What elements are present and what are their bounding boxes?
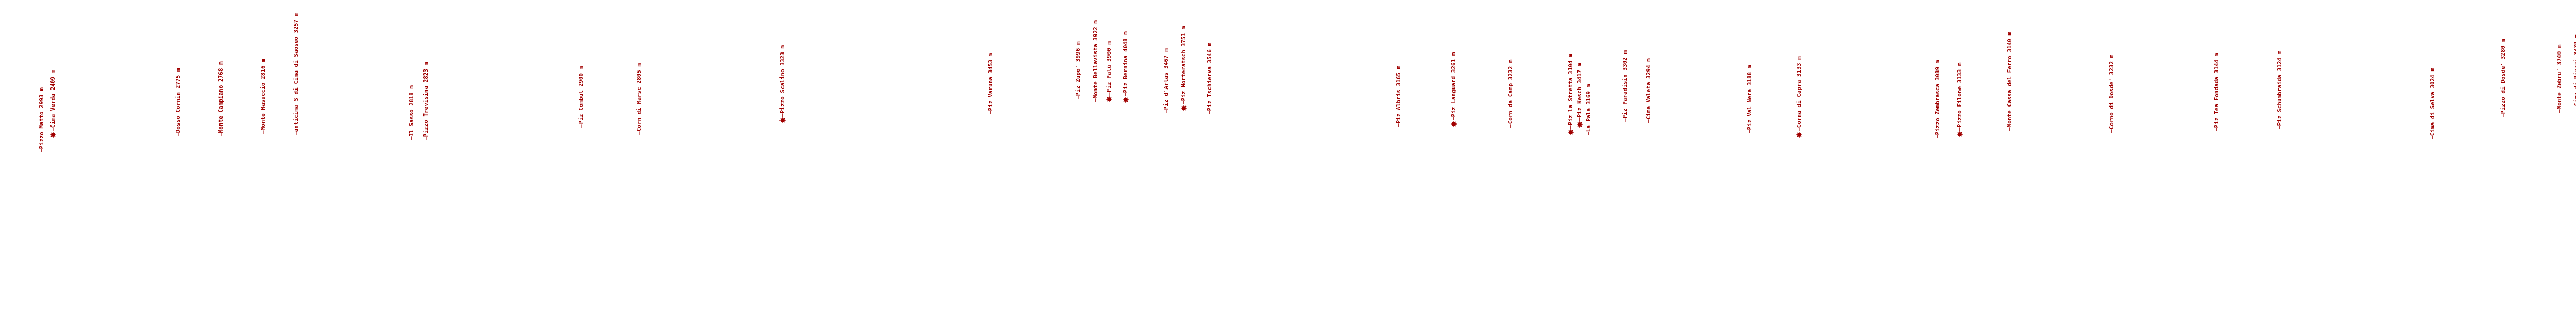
peak-label-text: —Corn da Camp 3232 m	[1507, 59, 1514, 128]
peak-label-text: —Corna di Capra 3133 m	[1795, 56, 1802, 131]
peak-label-text: —Monte Zebru' 3740 m	[2556, 44, 2563, 113]
summit-marker-icon	[1568, 129, 1574, 135]
peak-label-text: —Piz d'Arlas 3467 m	[1163, 48, 1170, 113]
peak-label-text: —Piz Tea Fondada 3144 m	[2213, 52, 2220, 131]
peak-label: —Pizzo Trevisina 2823 m	[422, 62, 430, 140]
peak-label-text: —Piz Paradisin 3302 m	[1622, 50, 1629, 122]
peak-label-text: —Pizzo Matto 2993 m	[38, 87, 45, 152]
peak-label: —Il Sasso 2818 m	[408, 85, 415, 140]
peak-label-text: —Pizzo Scalino 3323 m	[779, 45, 786, 117]
peak-label: —Monte Zebru' 3740 m	[2556, 45, 2563, 113]
peak-label-text: —Cima Valeta 3294 m	[1645, 58, 1652, 123]
peak-label: —Corn da Camp 3232 m	[1507, 60, 1514, 128]
peak-label: —Piz Kesch 3417 m	[1576, 63, 1583, 128]
peak-label-text: —Cima di Piazzi 3439 m	[2573, 34, 2576, 110]
peak-label: —Piz la Stretta 3104 m	[1567, 54, 1574, 135]
peak-label: —Pizzo di Dosde' 3280 m	[2500, 39, 2507, 117]
peak-label-text: —Piz Combul 2900 m	[578, 66, 584, 128]
peak-label-text: —Monte Masuccio 2816 m	[260, 59, 266, 134]
peak-label: —Pizzo Zembrasca 3089 m	[1934, 60, 1941, 138]
peak-label: —Piz Languard 3261 m	[1450, 52, 1458, 127]
peak-label: —Piz Albris 3165 m	[1395, 66, 1402, 127]
summit-marker-icon	[50, 132, 56, 138]
peak-label: —Cima Verda 2409 m	[49, 70, 57, 138]
peak-label-text: —Pizzo di Dosde' 3280 m	[2500, 39, 2506, 117]
peak-label: —Piz Combul 2900 m	[578, 66, 585, 128]
peak-label: —Cima di Selva 3024 m	[2429, 68, 2436, 139]
summit-marker-icon	[1451, 121, 1457, 127]
peak-label-text: —Monte Cassa del Ferro 3140 m	[2006, 31, 2013, 131]
summit-marker-icon	[1796, 132, 1802, 138]
peak-label-text: —Piz Zupo' 3996 m	[1075, 41, 1081, 99]
peak-label: —Pizzo Scalino 3323 m	[779, 45, 786, 123]
peak-label-text: —anticima S di Cima di Saoseo 3257 m	[293, 12, 299, 135]
peak-label-text: —Piz Val Nera 3188 m	[1746, 65, 1753, 133]
peak-label: —Monte Masuccio 2816 m	[260, 59, 267, 134]
peak-label-text: —Piz Kesch 3417 m	[1576, 63, 1583, 121]
summit-marker-icon	[1106, 96, 1112, 102]
peak-label-text: —Piz Morteratsch 3751 m	[1180, 26, 1187, 104]
peak-label: —Monte Bellavista 3922 m	[1092, 20, 1099, 102]
peak-label-text: —Corno di Dosde' 3232 m	[2108, 54, 2115, 133]
peak-label: —Piz Zupo' 3996 m	[1075, 41, 1082, 99]
peak-label: —Monte Campiano 2768 m	[217, 61, 225, 136]
peak-label-text: —Pizzo Trevisina 2823 m	[422, 62, 429, 140]
summit-marker-icon	[779, 117, 786, 123]
peak-label: —Corna di Capra 3133 m	[1795, 56, 1803, 138]
peak-label-text: —Pizzo Zembrasca 3089 m	[1934, 60, 1941, 138]
summit-marker-icon	[1181, 105, 1187, 111]
summit-marker-icon	[1577, 121, 1583, 128]
peak-label-text: —Piz Varuna 3453 m	[987, 52, 994, 114]
peak-label: —Pizzo Matto 2993 m	[38, 87, 45, 152]
peak-label: —Piz Tschierva 3546 m	[1206, 43, 1213, 114]
peak-label: —Piz d'Arlas 3467 m	[1163, 48, 1170, 113]
peak-label-text: —Piz Albris 3165 m	[1395, 65, 1402, 127]
peak-label-text: —Dosso Cornin 2775 m	[175, 68, 181, 136]
summit-marker-icon	[1123, 97, 1129, 103]
peak-label-text: —Il Sasso 2818 m	[408, 85, 415, 140]
peak-label: —Piz Bernina 4048 m	[1122, 31, 1129, 103]
peak-label: —anticima S di Cima di Saoseo 3257 m	[293, 13, 300, 135]
peak-label-text: —Piz la Stretta 3104 m	[1567, 54, 1574, 129]
peak-label: —Piz Schumbraida 3124 m	[2276, 51, 2283, 129]
peak-label: —Cima di Piazzi 3439 m	[2573, 34, 2576, 110]
peak-label: —Piz Palü 3900 m	[1106, 41, 1113, 102]
peak-label: —Piz Morteratsch 3751 m	[1180, 26, 1188, 111]
peak-label: —Piz Val Nera 3188 m	[1746, 65, 1753, 133]
peak-label-text: —Pizzo Filone 3133 m	[1956, 62, 1963, 131]
peak-label: —Corn di Marsc 2805 m	[636, 63, 643, 135]
peak-label-text: —Cima Verda 2409 m	[49, 69, 56, 131]
peak-label: —Cima Valeta 3294 m	[1645, 58, 1652, 123]
peak-label-text: —La Pala 3169 m	[1585, 84, 1592, 135]
peak-label-text: —Cima di Selva 3024 m	[2429, 67, 2436, 139]
peak-label: —Dosso Cornin 2775 m	[175, 68, 182, 136]
peak-label: —La Pala 3169 m	[1585, 84, 1592, 135]
peak-label: —Piz Paradisin 3302 m	[1622, 50, 1629, 122]
peak-label-text: —Corn di Marsc 2805 m	[636, 63, 642, 135]
peak-label-text: —Monte Bellavista 3922 m	[1092, 20, 1099, 102]
peak-label-text: —Piz Schumbraida 3124 m	[2276, 50, 2283, 129]
peak-label-text: —Piz Languard 3261 m	[1450, 52, 1457, 120]
peak-label-text: —Piz Bernina 4048 m	[1122, 31, 1129, 96]
peak-label-text: —Monte Campiano 2768 m	[217, 61, 224, 136]
peak-label-text: —Piz Tschierva 3546 m	[1206, 42, 1213, 114]
summit-marker-icon	[1957, 131, 1963, 137]
peak-label-text: —Piz Palü 3900 m	[1106, 41, 1112, 96]
peak-label: —Piz Tea Fondada 3144 m	[2213, 53, 2221, 131]
peak-label: —Pizzo Filone 3133 m	[1956, 63, 1963, 137]
peak-label: —Monte Cassa del Ferro 3140 m	[2006, 32, 2013, 131]
peak-label: —Corno di Dosde' 3232 m	[2108, 55, 2115, 133]
peak-label: —Piz Varuna 3453 m	[987, 53, 994, 114]
